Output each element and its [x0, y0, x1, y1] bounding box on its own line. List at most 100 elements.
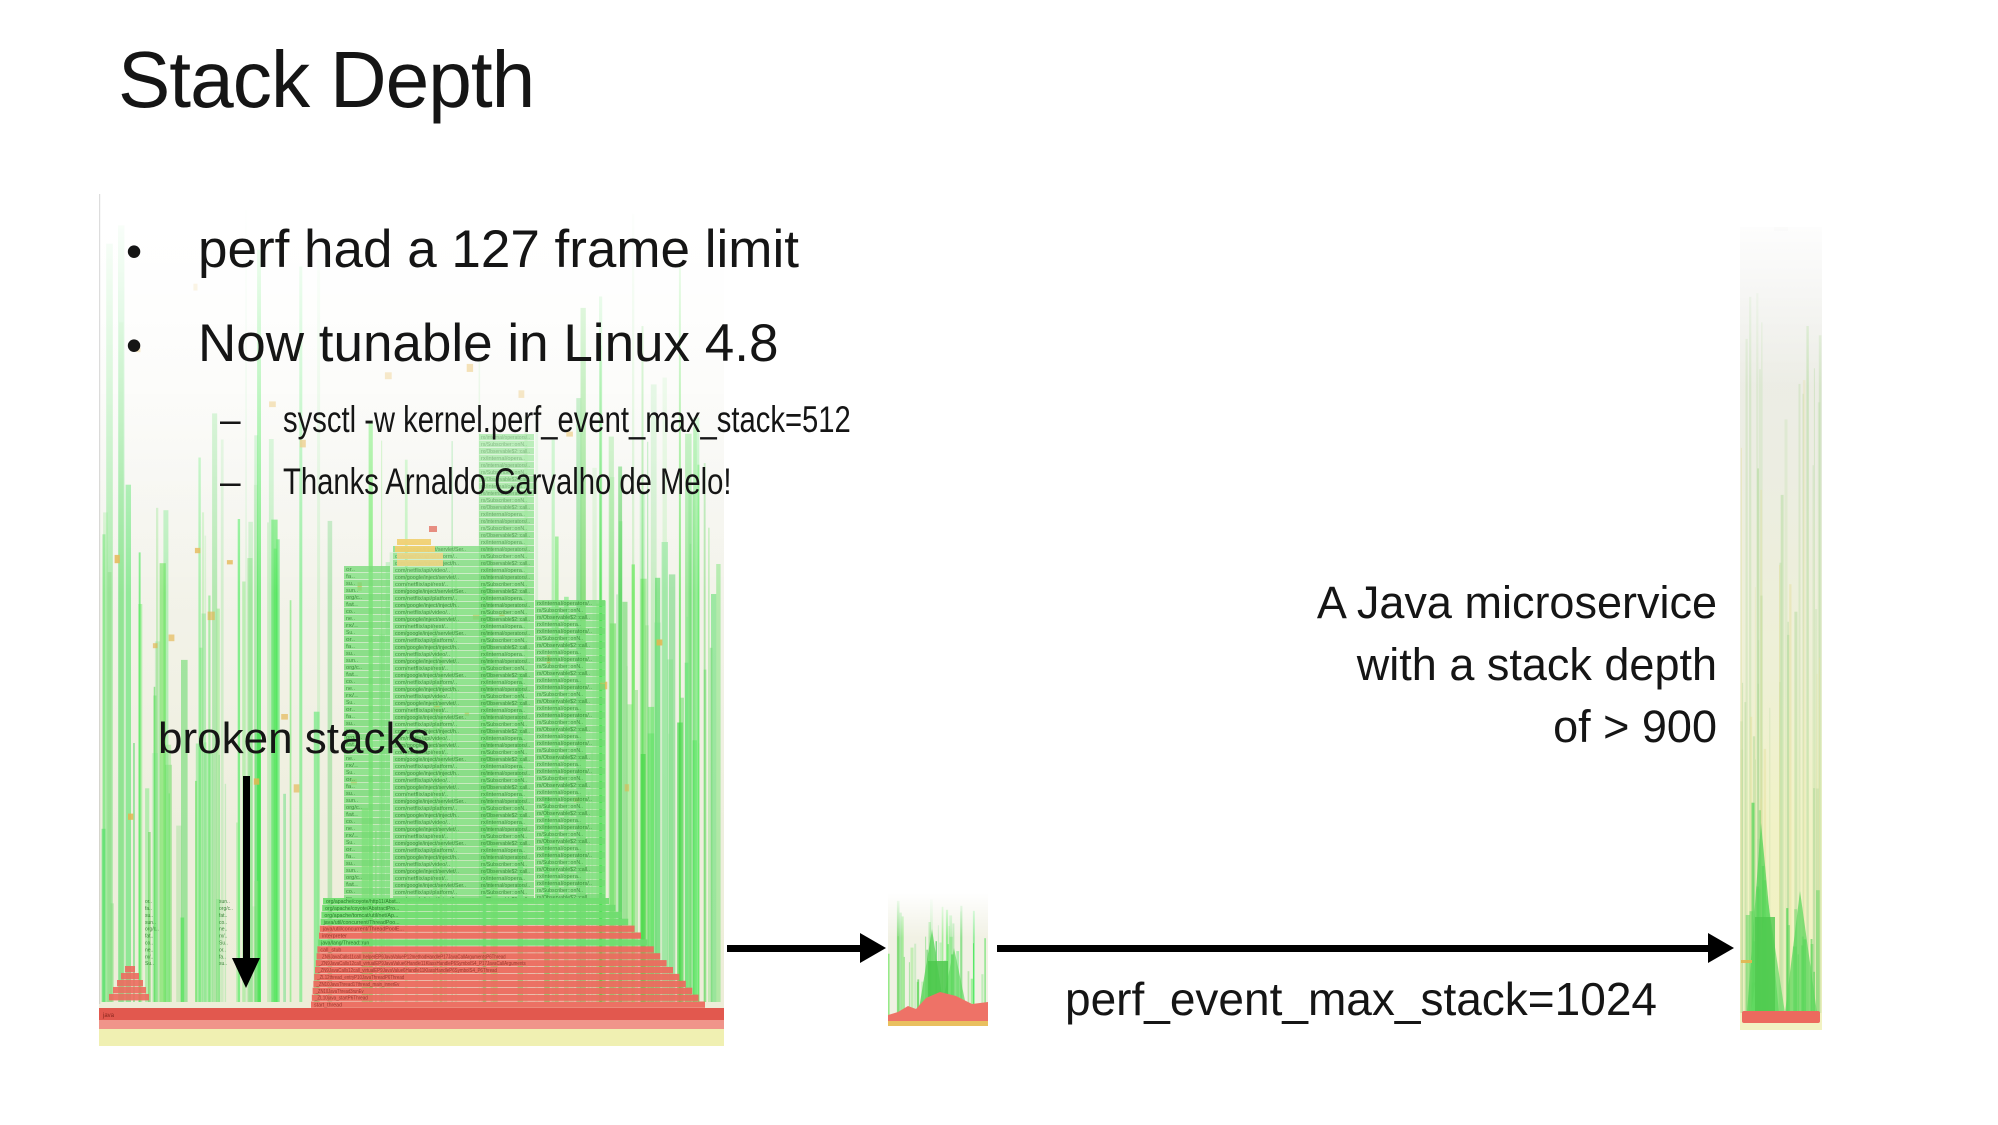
svg-text:rx/Observable$2::call..: rx/Observable$2::call.. [537, 727, 590, 733]
svg-text:com/google/inject/inject/h..: com/google/inject/inject/h.. [395, 687, 459, 693]
svg-text:rx/internal/operators/..: rx/internal/operators/.. [481, 827, 530, 833]
svg-text:sun..: sun.. [145, 920, 156, 926]
svg-text:rx/internal/operators/..: rx/internal/operators/.. [537, 713, 592, 719]
svg-text:rx/Subscriber::onN..: rx/Subscriber::onN.. [537, 664, 583, 670]
svg-text:_ZN10JavaThread17thread_main_i: _ZN10JavaThread17thread_main_innerEv [316, 982, 400, 988]
svg-text:com/google/inject/inject/h..: com/google/inject/inject/h.. [395, 603, 459, 609]
svg-text:_ZN9JavaCalls12call_virtualEP9: _ZN9JavaCalls12call_virtualEP9JavaValue6… [318, 961, 526, 967]
svg-text:org/c..: org/c.. [145, 927, 159, 933]
svg-text:sun..: sun.. [346, 728, 358, 734]
svg-text:rx/internal/operators/..: rx/internal/operators/.. [537, 601, 592, 607]
svg-text:rx/Subscriber::onN..: rx/Subscriber::onN.. [481, 862, 527, 868]
svg-text:rx/internal/opera..: rx/internal/opera.. [537, 622, 581, 628]
svg-text:rx/internal/opera..: rx/internal/opera.. [481, 680, 525, 686]
svg-text:com/google/inject/inject/h..: com/google/inject/inject/h.. [395, 771, 459, 777]
svg-text:com/google/inject/servlet/..: com/google/inject/servlet/.. [395, 701, 459, 707]
svg-text:com/google/inject/servlet/..: com/google/inject/servlet/.. [395, 617, 459, 623]
svg-text:rx/Observable$2::call..: rx/Observable$2::call.. [537, 755, 590, 761]
svg-text:rx/..: rx/.. [346, 833, 358, 839]
svg-text:com/netflix/api/platform/..: com/netflix/api/platform/.. [395, 806, 457, 812]
svg-text:rx/Subscriber::onN..: rx/Subscriber::onN.. [481, 610, 527, 616]
svg-text:java: java [102, 1013, 115, 1019]
svg-text:com/netflix/api/video/..: com/netflix/api/video/.. [395, 610, 450, 616]
svg-text:rx/..: rx/.. [145, 954, 153, 960]
svg-text:rx/internal/opera..: rx/internal/opera.. [481, 708, 525, 714]
svg-text:fa..: fa.. [145, 906, 152, 912]
svg-text:Su..: Su.. [145, 961, 154, 967]
svg-text:_ZN10JavaThread3runEv: _ZN10JavaThread3runEv [315, 989, 364, 995]
svg-text:rx/internal/operators/..: rx/internal/operators/.. [537, 741, 592, 747]
svg-text:rx/internal/operators/..: rx/internal/operators/.. [537, 657, 592, 663]
svg-text:co..: co.. [145, 941, 153, 947]
svg-text:rx/internal/opera..: rx/internal/opera.. [481, 876, 525, 882]
svg-text:sun..: sun.. [219, 899, 230, 905]
svg-text:rx/Observable$2::call..: rx/Observable$2::call.. [481, 785, 530, 791]
caption-line: of > 900 [1553, 701, 1717, 752]
perf-param-label: perf_event_max_stack=1024 [1065, 973, 1658, 1025]
svg-text:rx/internal/opera..: rx/internal/opera.. [481, 736, 525, 742]
svg-text:call_stub: call_stub [320, 947, 341, 953]
svg-text:Su..: Su.. [346, 700, 355, 706]
svg-text:rx/..: rx/.. [346, 623, 358, 629]
bullet-item-2: • Now tunable in Linux 4.8 [118, 313, 778, 374]
svg-text:rx/Observable$2::call..: rx/Observable$2::call.. [537, 615, 590, 621]
bullet-text: Now tunable in Linux 4.8 [198, 314, 779, 373]
svg-text:ne..: ne.. [346, 756, 355, 762]
svg-text:rx/Observable$2::call..: rx/Observable$2::call.. [537, 699, 590, 705]
svg-text:rx/internal/operators/..: rx/internal/operators/.. [481, 743, 530, 749]
svg-text:ne..: ne.. [145, 947, 153, 953]
svg-text:rx/internal/opera..: rx/internal/opera.. [481, 792, 525, 798]
svg-text:com/google/inject/servlet/Ser.: com/google/inject/servlet/Ser.. [395, 883, 466, 889]
svg-text:rx/Subscriber::onN..: rx/Subscriber::onN.. [537, 692, 583, 698]
svg-text:rx/Subscriber::onN..: rx/Subscriber::onN.. [537, 860, 583, 866]
svg-text:org/c..: org/c.. [346, 735, 362, 741]
svg-text:org/c..: org/c.. [346, 595, 362, 601]
arrow-small-to-deep-shaft [997, 945, 1709, 952]
svg-text:rx/Subscriber::onN..: rx/Subscriber::onN.. [537, 748, 583, 754]
broken-stacks-arrow-shaft [243, 776, 250, 960]
svg-text:com/netflix/api/platform/..: com/netflix/api/platform/.. [395, 680, 457, 686]
svg-text:org/c..: org/c.. [346, 805, 362, 811]
svg-text:Su..: Su.. [346, 770, 355, 776]
svg-text:or..: or.. [346, 707, 355, 713]
svg-text:rx/Observable$2::call..: rx/Observable$2::call.. [537, 783, 590, 789]
svg-text:rx/internal/operators/..: rx/internal/operators/.. [537, 853, 592, 859]
svg-text:rx/internal/opera..: rx/internal/opera.. [537, 846, 581, 852]
svg-text:sun..: sun.. [346, 798, 358, 804]
svg-text:rx/Observable$2::call..: rx/Observable$2::call.. [481, 729, 530, 735]
svg-text:com/google/inject/servlet/Ser.: com/google/inject/servlet/Ser.. [395, 757, 466, 763]
svg-text:com/netflix/api/platform/..: com/netflix/api/platform/.. [395, 890, 457, 896]
svg-text:com/netflix/api/rest/..: com/netflix/api/rest/.. [395, 708, 448, 714]
svg-text:rx/..: rx/.. [219, 934, 227, 940]
svg-text:rx/Observable$2::call..: rx/Observable$2::call.. [537, 867, 590, 873]
svg-text:or..: or.. [346, 777, 355, 783]
svg-text:rx/Observable$2::call..: rx/Observable$2::call.. [481, 869, 530, 875]
svg-text:rx/internal/opera..: rx/internal/opera.. [481, 764, 525, 770]
svg-text:ne..: ne.. [346, 616, 355, 622]
svg-text:com/google/inject/servlet/..: com/google/inject/servlet/.. [395, 743, 459, 749]
arrow-small-to-deep-head-icon [1708, 933, 1734, 963]
svg-text:com/netflix/api/rest/..: com/netflix/api/rest/.. [395, 792, 448, 798]
svg-text:_ZL12thread_entryP10JavaThread: _ZL12thread_entryP10JavaThreadP6Thread [316, 975, 404, 981]
svg-text:fat..: fat.. [346, 742, 358, 748]
svg-text:su..: su.. [219, 961, 227, 967]
svg-text:rx/Subscriber::onN..: rx/Subscriber::onN.. [481, 666, 527, 672]
svg-text:com/google/inject/inject/h..: com/google/inject/inject/h.. [395, 645, 459, 651]
broken-stacks-arrow-head-icon [232, 958, 260, 988]
svg-text:com/netflix/api/platform/..: com/netflix/api/platform/.. [395, 596, 457, 602]
svg-text:rx/Subscriber::onN..: rx/Subscriber::onN.. [481, 638, 527, 644]
svg-text:rx/internal/operators/..: rx/internal/operators/.. [481, 883, 530, 889]
svg-text:rx/internal/operators/..: rx/internal/operators/.. [481, 771, 530, 777]
caption-line: A Java microservice [1316, 577, 1717, 628]
svg-text:su..: su.. [145, 913, 153, 919]
svg-text:rx/Subscriber::onN..: rx/Subscriber::onN.. [537, 720, 583, 726]
svg-text:rx/internal/operators/..: rx/internal/operators/.. [537, 629, 592, 635]
svg-text:com/google/inject/inject/h..: com/google/inject/inject/h.. [395, 855, 459, 861]
svg-text:rx/Subscriber::onN..: rx/Subscriber::onN.. [481, 834, 527, 840]
svg-text:org/c..: org/c.. [219, 906, 233, 912]
svg-text:fat..: fat.. [346, 602, 358, 608]
svg-text:rx/internal/opera..: rx/internal/opera.. [481, 596, 525, 602]
svg-text:rx/internal/operators/..: rx/internal/operators/.. [481, 799, 530, 805]
svg-text:co..: co.. [219, 920, 227, 926]
svg-text:fat..: fat.. [145, 934, 153, 940]
